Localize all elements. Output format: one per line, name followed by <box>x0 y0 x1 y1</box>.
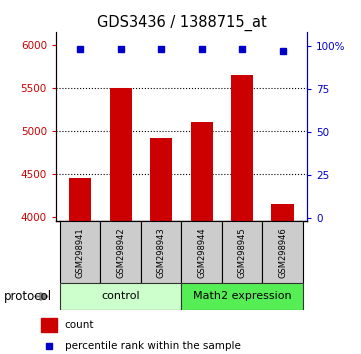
Text: percentile rank within the sample: percentile rank within the sample <box>65 341 241 352</box>
Text: GSM298945: GSM298945 <box>238 227 247 278</box>
Bar <box>40 318 57 332</box>
Bar <box>182 221 222 283</box>
Text: control: control <box>101 291 140 302</box>
Bar <box>182 283 303 310</box>
Bar <box>110 88 132 221</box>
Text: Math2 expression: Math2 expression <box>193 291 291 302</box>
Bar <box>191 122 213 221</box>
Text: GSM298942: GSM298942 <box>116 227 125 278</box>
Bar <box>262 221 303 283</box>
Title: GDS3436 / 1388715_at: GDS3436 / 1388715_at <box>96 14 266 30</box>
Text: GSM298941: GSM298941 <box>76 227 85 278</box>
Text: GSM298944: GSM298944 <box>197 227 206 278</box>
Bar <box>231 75 253 221</box>
Bar <box>271 204 294 221</box>
Bar <box>100 221 141 283</box>
Text: count: count <box>65 320 94 330</box>
Text: GSM298943: GSM298943 <box>157 227 166 278</box>
Bar <box>60 283 182 310</box>
Text: GSM298946: GSM298946 <box>278 227 287 278</box>
Bar <box>60 221 100 283</box>
Bar <box>69 178 91 221</box>
Bar <box>150 138 172 221</box>
Bar <box>222 221 262 283</box>
Bar <box>141 221 182 283</box>
Text: protocol: protocol <box>4 290 52 303</box>
